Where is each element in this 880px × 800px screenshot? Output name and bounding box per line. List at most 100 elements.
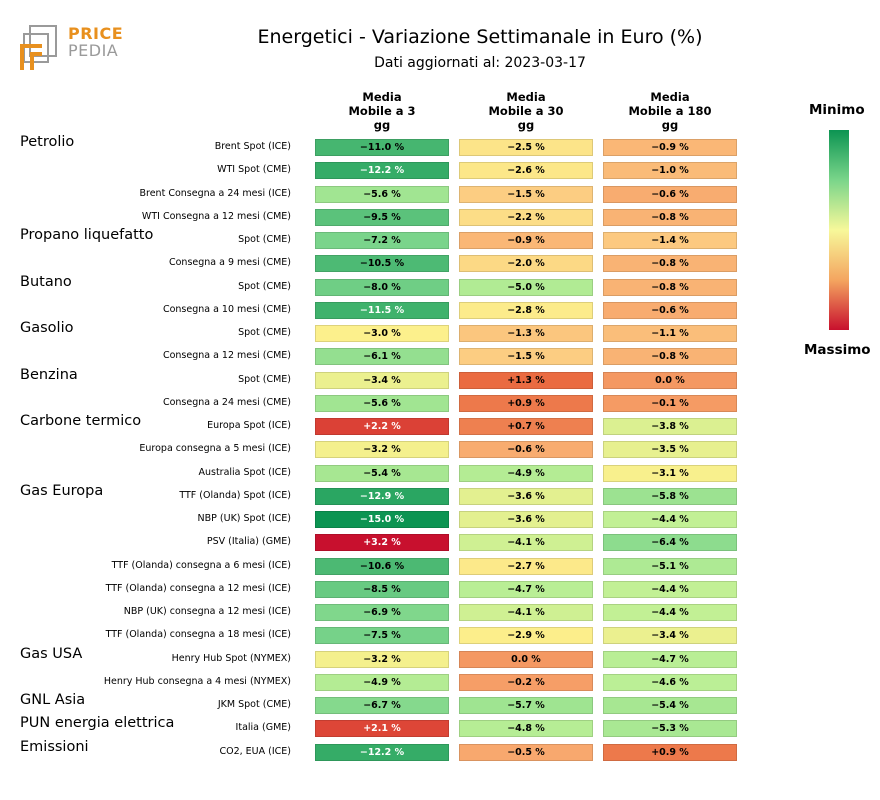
legend-min-label: Minimo bbox=[809, 102, 865, 118]
heatmap-cell: −6.1 % bbox=[315, 348, 449, 366]
heatmap-cell: −0.8 % bbox=[603, 348, 737, 366]
row-label: Spot (CME) bbox=[238, 280, 291, 292]
heatmap-cell: −0.5 % bbox=[459, 743, 593, 761]
row-label: Brent Consegna a 24 mesi (ICE) bbox=[139, 187, 292, 199]
heatmap-cell: −0.2 % bbox=[459, 673, 593, 691]
heatmap-cell: −1.1 % bbox=[603, 325, 737, 342]
heatmap-cell: −4.6 % bbox=[603, 673, 737, 691]
heatmap-cell: −0.9 % bbox=[603, 139, 737, 156]
heatmap-cell: −4.9 % bbox=[315, 673, 449, 691]
heatmap-cell: −4.8 % bbox=[459, 720, 593, 738]
heatmap-cell: −7.2 % bbox=[315, 232, 449, 249]
heatmap-cell: 0.0 % bbox=[603, 371, 737, 389]
heatmap-cell: +2.1 % bbox=[315, 720, 449, 738]
heatmap-cell: −1.5 % bbox=[459, 185, 593, 203]
heatmap-cell: −4.7 % bbox=[459, 580, 593, 598]
chart-title: Energetici - Variazione Settimanale in E… bbox=[257, 26, 703, 48]
heatmap-cell: +3.2 % bbox=[315, 534, 449, 552]
legend-max-label: Massimo bbox=[804, 342, 871, 358]
heatmap-cell: −2.8 % bbox=[459, 301, 593, 319]
heatmap-cell: +0.9 % bbox=[459, 394, 593, 412]
row-label: Italia (GME) bbox=[235, 722, 291, 734]
row-label: TTF (Olanda) consegna a 6 mesi (ICE) bbox=[111, 559, 291, 571]
heatmap-cell: −2.0 % bbox=[459, 255, 593, 273]
heatmap-cell: −3.6 % bbox=[459, 511, 593, 528]
row-label: PSV (Italia) (GME) bbox=[206, 536, 291, 548]
heatmap-cell: −11.5 % bbox=[315, 301, 449, 319]
heatmap-cell: +0.7 % bbox=[459, 418, 593, 435]
heatmap-cell: −9.5 % bbox=[315, 208, 449, 226]
column-header: Media Mobile a 3 gg bbox=[348, 90, 416, 132]
heatmap-cell: −1.5 % bbox=[459, 348, 593, 366]
heatmap-cell: −10.5 % bbox=[315, 255, 449, 273]
heatmap-cell: −12.9 % bbox=[315, 487, 449, 505]
heatmap-cell: −0.9 % bbox=[459, 232, 593, 249]
heatmap-cell: −2.5 % bbox=[459, 139, 593, 156]
heatmap-cell: −1.0 % bbox=[603, 162, 737, 180]
row-label: Europa consegna a 5 mesi (ICE) bbox=[139, 443, 291, 455]
heatmap-cell: −5.1 % bbox=[603, 557, 737, 575]
heatmap-cell: −11.0 % bbox=[315, 139, 449, 156]
heatmap-cell: −15.0 % bbox=[315, 511, 449, 528]
heatmap-cell: −3.5 % bbox=[603, 441, 737, 459]
group-label: Petrolio bbox=[20, 134, 75, 150]
heatmap-cell: −5.4 % bbox=[603, 697, 737, 714]
logo-text-pedia: PEDIA bbox=[68, 41, 119, 60]
logo-text-price: PRICE bbox=[68, 24, 124, 43]
row-label: Australia Spot (ICE) bbox=[198, 466, 291, 478]
heatmap-cell: −10.6 % bbox=[315, 557, 449, 575]
group-label: Propano liquefatto bbox=[20, 227, 154, 243]
row-label: Europa Spot (ICE) bbox=[207, 420, 291, 431]
heatmap-cell: +0.9 % bbox=[603, 743, 737, 761]
heatmap-cell: −0.8 % bbox=[603, 278, 737, 296]
heatmap-cell: −5.4 % bbox=[315, 464, 449, 482]
heatmap-cell: −2.7 % bbox=[459, 557, 593, 575]
group-label: GNL Asia bbox=[20, 692, 86, 708]
heatmap-cell: −2.2 % bbox=[459, 208, 593, 226]
row-label: Brent Spot (ICE) bbox=[214, 141, 291, 152]
row-label: TTF (Olanda) consegna a 18 mesi (ICE) bbox=[105, 629, 291, 641]
heatmap-cell: −2.9 % bbox=[459, 627, 593, 645]
heatmap-cell: −2.6 % bbox=[459, 162, 593, 180]
row-label: NBP (UK) consegna a 12 mesi (ICE) bbox=[123, 606, 291, 617]
group-label: Gas Europa bbox=[20, 482, 104, 499]
column-header: Media Mobile a 180 gg bbox=[628, 90, 712, 132]
heatmap-cell: 0.0 % bbox=[459, 650, 593, 668]
heatmap-cell: −4.9 % bbox=[459, 464, 593, 482]
group-label: Gasolio bbox=[20, 320, 74, 336]
heatmap-cell: −5.8 % bbox=[603, 487, 737, 505]
group-label: Butano bbox=[20, 273, 72, 290]
heatmap-cell: −12.2 % bbox=[315, 743, 449, 761]
row-label: Spot (CME) bbox=[238, 373, 291, 385]
heatmap-cell: −6.9 % bbox=[315, 604, 449, 621]
row-label: Consegna a 9 mesi (CME) bbox=[168, 257, 291, 269]
row-label: WTI Spot (CME) bbox=[217, 164, 291, 176]
group-label: PUN energia elettrica bbox=[20, 715, 175, 732]
heatmap-cell: −1.4 % bbox=[603, 232, 737, 249]
row-label: CO2, EUA (ICE) bbox=[219, 745, 291, 757]
heatmap-cell: −4.1 % bbox=[459, 534, 593, 552]
row-label: Spot (CME) bbox=[238, 234, 291, 245]
pricepedia-logo: PRICE PEDIA bbox=[20, 24, 130, 74]
heatmap-cell: −3.0 % bbox=[315, 325, 449, 342]
heatmap-cell: −4.4 % bbox=[603, 511, 737, 528]
group-label: Benzina bbox=[20, 366, 78, 383]
heatmap-cell: −12.2 % bbox=[315, 162, 449, 180]
heatmap-cell: −4.4 % bbox=[603, 604, 737, 621]
heatmap-cell: −3.2 % bbox=[315, 441, 449, 459]
row-label: NBP (UK) Spot (ICE) bbox=[197, 513, 291, 524]
heatmap-cell: −5.0 % bbox=[459, 278, 593, 296]
heatmap-cell: −8.0 % bbox=[315, 278, 449, 296]
column-header: Media Mobile a 30 gg bbox=[488, 90, 564, 132]
heatmap-cell: −0.6 % bbox=[603, 185, 737, 203]
heatmap-cell: −7.5 % bbox=[315, 627, 449, 645]
heatmap-cell: −5.6 % bbox=[315, 185, 449, 203]
heatmap-cell: −0.8 % bbox=[603, 255, 737, 273]
heatmap-cell: −4.1 % bbox=[459, 604, 593, 621]
heatmap-cell: +2.2 % bbox=[315, 418, 449, 435]
heatmap-cell: −5.6 % bbox=[315, 394, 449, 412]
row-label: TTF (Olanda) consegna a 12 mesi (ICE) bbox=[105, 582, 291, 594]
heatmap-cell: −8.5 % bbox=[315, 580, 449, 598]
row-label: Consegna a 24 mesi (CME) bbox=[162, 396, 291, 408]
row-label: Consegna a 12 mesi (CME) bbox=[162, 350, 291, 362]
